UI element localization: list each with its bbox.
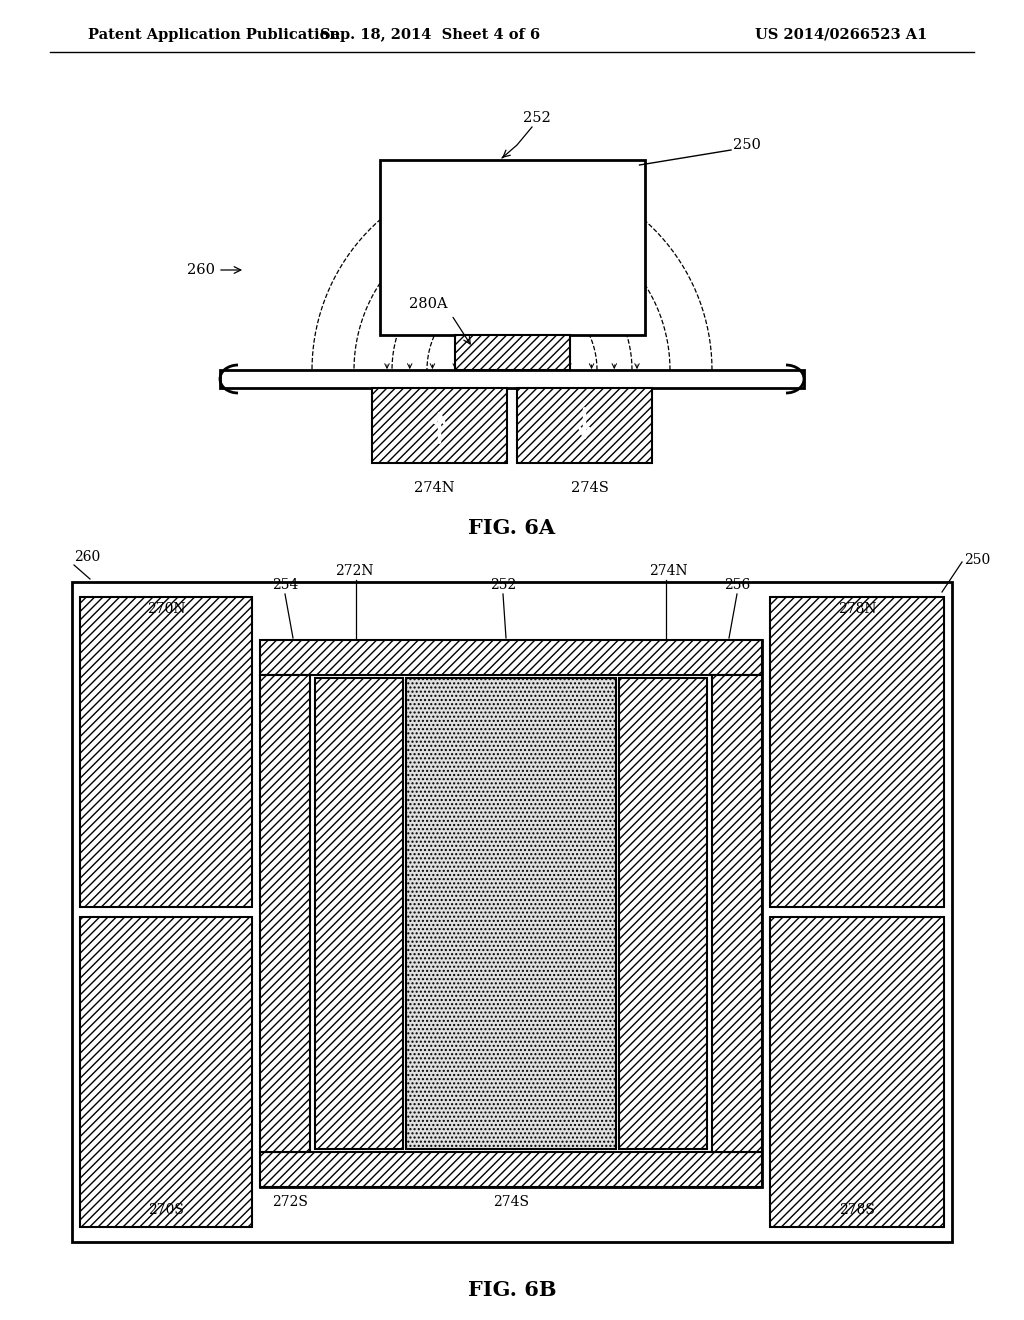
Bar: [220, 370, 804, 388]
Bar: [80, 597, 252, 907]
Text: 274N: 274N: [648, 564, 687, 578]
Text: US 2014/0266523 A1: US 2014/0266523 A1: [755, 28, 928, 42]
Bar: [406, 678, 616, 1148]
Bar: [406, 678, 616, 1148]
Text: 250: 250: [733, 139, 761, 152]
Bar: [770, 917, 944, 1228]
Text: 272N: 272N: [335, 564, 374, 578]
Text: 278S: 278S: [839, 1203, 874, 1217]
Text: FIG. 6B: FIG. 6B: [468, 1280, 556, 1300]
Text: 270N: 270N: [146, 602, 185, 616]
Text: 274S: 274S: [570, 480, 608, 495]
Bar: [260, 640, 762, 1187]
Text: 270S: 270S: [148, 1203, 184, 1217]
Bar: [72, 582, 952, 1242]
Text: 274S: 274S: [493, 1195, 529, 1209]
Text: 256: 256: [724, 578, 751, 591]
Bar: [770, 597, 944, 907]
Bar: [380, 160, 644, 335]
Text: 254: 254: [271, 578, 298, 591]
Text: 272S: 272S: [272, 1195, 308, 1209]
Bar: [315, 678, 403, 1148]
Text: Sep. 18, 2014  Sheet 4 of 6: Sep. 18, 2014 Sheet 4 of 6: [319, 28, 540, 42]
Bar: [372, 388, 507, 463]
Text: 280A: 280A: [409, 297, 447, 312]
Text: 260: 260: [187, 263, 215, 277]
Text: 252: 252: [489, 578, 516, 591]
Bar: [618, 678, 707, 1148]
Bar: [455, 335, 569, 370]
Text: 278N: 278N: [838, 602, 877, 616]
Text: Patent Application Publication: Patent Application Publication: [88, 28, 340, 42]
Text: FIG. 6A: FIG. 6A: [468, 517, 556, 539]
Text: 250: 250: [964, 553, 990, 568]
Text: 280A: 280A: [493, 1110, 529, 1125]
Bar: [260, 675, 310, 1152]
Bar: [260, 1152, 762, 1187]
Text: 260: 260: [74, 550, 100, 564]
Bar: [260, 640, 762, 675]
Text: 274N: 274N: [414, 480, 455, 495]
Bar: [712, 675, 762, 1152]
Bar: [517, 388, 652, 463]
Text: 252: 252: [523, 111, 551, 125]
Bar: [80, 917, 252, 1228]
